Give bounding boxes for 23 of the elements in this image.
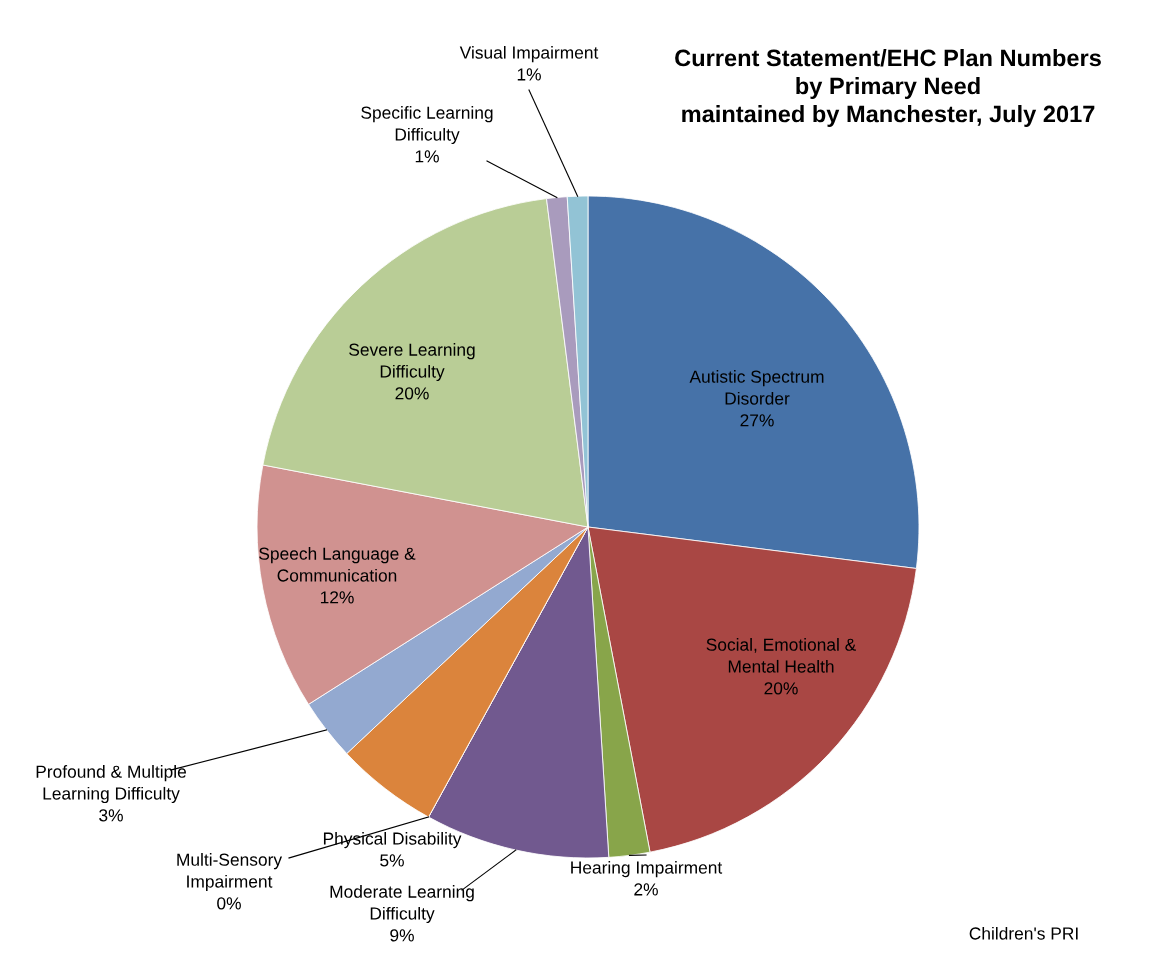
data-label: 1% (517, 68, 541, 81)
data-label: 27% (740, 414, 774, 427)
data-label: 9% (390, 929, 414, 942)
data-label: 5% (380, 854, 404, 867)
slice-label: Profound & Multiple Learning Difficulty (36, 765, 186, 804)
category-label: Multi-Sensory Impairment (177, 853, 283, 892)
text: 0% (217, 897, 241, 910)
data-label: 2% (634, 883, 658, 896)
text: Children's PRI (969, 926, 1078, 940)
slice-label: Moderate Learning Difficulty (330, 885, 474, 924)
data-label: 12% (320, 591, 354, 604)
data-label: 20% (395, 387, 429, 400)
text: Current Statement/EHC Plan Numbers by Primary Need maintained by Manchester, July 2017 (675, 49, 1101, 127)
data-label: 1% (415, 150, 439, 163)
slice-label: Visual Impairment (459, 45, 599, 63)
slice-label: Autistic Spectrum Disorder (689, 370, 824, 405)
data-label: 20% (764, 682, 798, 695)
slice-label: Speech Language & Communication (259, 547, 416, 582)
slice-label: Severe Learning Difficulty (349, 343, 475, 382)
data-label: 3% (99, 809, 123, 822)
slice-label: Hearing Impairment (571, 860, 723, 878)
slice-label: Specific Learning Difficulty (361, 106, 493, 145)
slice-label: Social, Emotional & Mental Health (706, 638, 856, 673)
